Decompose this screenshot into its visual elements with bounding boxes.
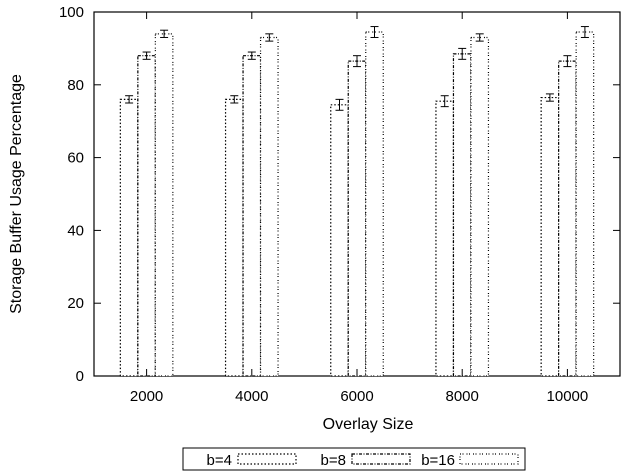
bar bbox=[470, 36, 490, 377]
bar bbox=[558, 60, 577, 377]
bar bbox=[365, 31, 384, 377]
y-tick-label: 60 bbox=[67, 150, 84, 167]
y-tick-label: 100 bbox=[59, 4, 84, 21]
bar bbox=[259, 36, 279, 377]
x-axis-ticks: 2000 4000 6000 8000 10000 bbox=[130, 12, 588, 405]
legend: b=4 b=8 b=16 bbox=[182, 447, 526, 471]
x-tick-label: 4000 bbox=[235, 388, 268, 405]
y-tick-label: 0 bbox=[76, 368, 84, 385]
bar bbox=[119, 98, 139, 377]
legend-swatch bbox=[237, 453, 297, 465]
bars-layer bbox=[119, 26, 595, 377]
x-tick-label: 6000 bbox=[340, 388, 373, 405]
bar bbox=[540, 96, 560, 377]
legend-swatch bbox=[351, 453, 411, 465]
bar bbox=[242, 55, 262, 377]
x-tick-label: 10000 bbox=[547, 388, 589, 405]
legend-label: b=4 bbox=[207, 452, 232, 469]
bar bbox=[435, 100, 455, 377]
bar bbox=[224, 98, 244, 377]
bar bbox=[154, 33, 174, 377]
bar bbox=[137, 55, 156, 377]
legend-swatch bbox=[459, 453, 519, 465]
x-tick-label: 2000 bbox=[130, 388, 163, 405]
x-tick-label: 8000 bbox=[446, 388, 479, 405]
legend-label: b=8 bbox=[321, 452, 346, 469]
bar bbox=[452, 53, 472, 377]
y-axis-ticks: 0 20 40 60 80 100 bbox=[59, 4, 620, 385]
y-tick-label: 40 bbox=[67, 222, 84, 239]
y-tick-label: 80 bbox=[67, 77, 84, 94]
x-axis-label: Overlay Size bbox=[323, 416, 414, 433]
bar bbox=[347, 60, 367, 377]
bar bbox=[575, 31, 595, 377]
y-axis-label: Storage Buffer Usage Percentage bbox=[8, 74, 25, 314]
bar bbox=[330, 104, 349, 377]
legend-label: b=16 bbox=[421, 452, 455, 469]
y-tick-label: 20 bbox=[67, 295, 84, 312]
